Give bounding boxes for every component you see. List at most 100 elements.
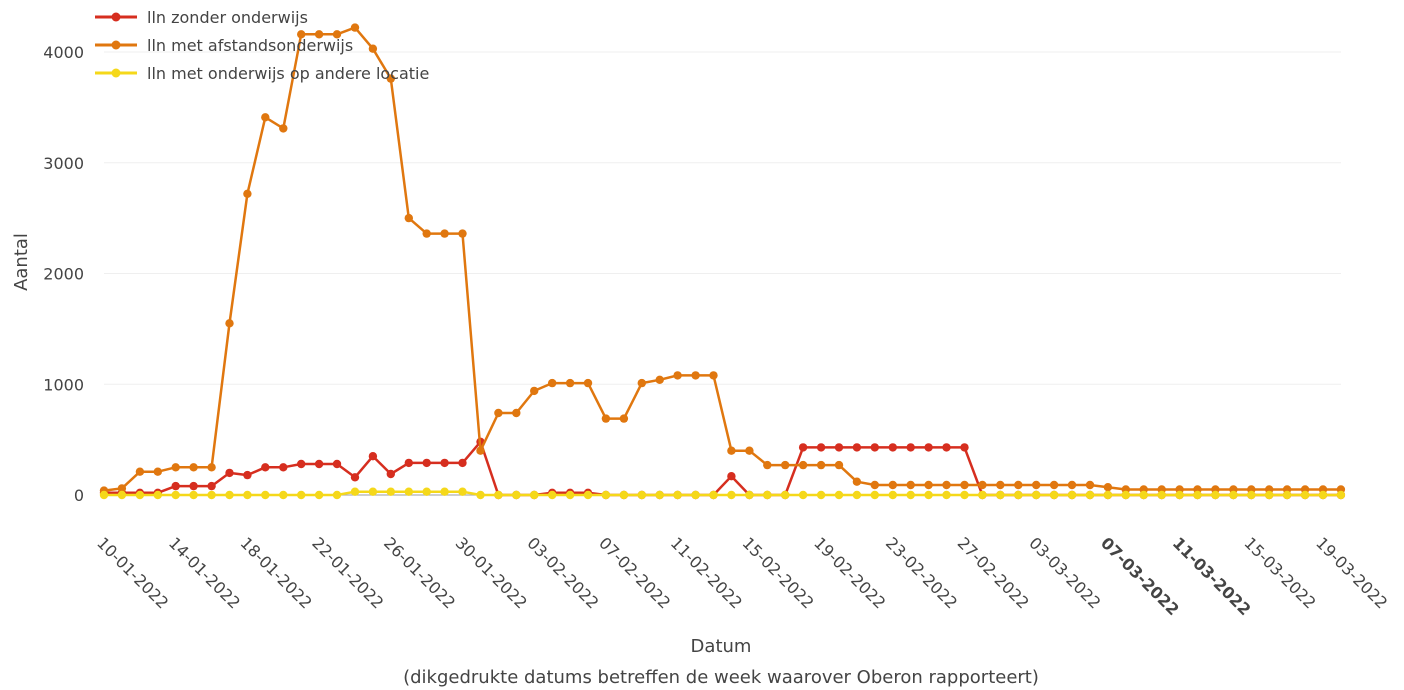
data-point[interactable] xyxy=(1300,490,1310,500)
data-point[interactable] xyxy=(798,443,808,452)
data-point[interactable] xyxy=(314,459,324,469)
data-point[interactable] xyxy=(763,460,772,470)
data-point[interactable] xyxy=(798,460,808,470)
data-point[interactable] xyxy=(261,113,270,122)
data-point[interactable] xyxy=(153,490,162,500)
data-point[interactable] xyxy=(583,378,593,388)
data-point[interactable] xyxy=(1085,480,1095,490)
data-point[interactable] xyxy=(476,446,485,455)
data-point[interactable] xyxy=(350,487,360,496)
data-point[interactable] xyxy=(422,487,431,496)
data-point[interactable] xyxy=(834,490,844,500)
legend[interactable]: lln zonder onderwijs lln met afstandsonde… xyxy=(95,8,429,83)
data-point[interactable] xyxy=(1211,490,1220,500)
data-point[interactable] xyxy=(189,463,198,472)
data-point[interactable] xyxy=(404,213,413,223)
data-point[interactable] xyxy=(243,189,252,198)
data-point[interactable] xyxy=(440,458,449,468)
data-point[interactable] xyxy=(1175,490,1184,500)
data-point[interactable] xyxy=(870,490,879,500)
data-point[interactable] xyxy=(996,490,1005,500)
data-point[interactable] xyxy=(422,229,431,238)
data-point[interactable] xyxy=(1157,490,1166,500)
data-point[interactable] xyxy=(1121,490,1131,500)
data-point[interactable] xyxy=(942,490,951,500)
data-point[interactable] xyxy=(834,460,844,470)
data-point[interactable] xyxy=(924,490,933,500)
data-point[interactable] xyxy=(1049,490,1059,500)
data-point[interactable] xyxy=(960,480,969,490)
data-point[interactable] xyxy=(225,319,234,328)
data-point[interactable] xyxy=(476,490,485,500)
data-point[interactable] xyxy=(404,487,413,496)
data-point[interactable] xyxy=(117,490,127,500)
data-point[interactable] xyxy=(1014,480,1023,490)
data-point[interactable] xyxy=(781,460,790,470)
data-point[interactable] xyxy=(279,463,288,472)
data-point[interactable] xyxy=(530,490,539,500)
data-point[interactable] xyxy=(996,480,1005,490)
data-point[interactable] xyxy=(978,490,987,500)
data-point[interactable] xyxy=(99,490,109,500)
data-point[interactable] xyxy=(727,490,736,500)
data-point[interactable] xyxy=(422,458,431,468)
data-point[interactable] xyxy=(888,443,897,452)
data-point[interactable] xyxy=(601,414,611,423)
data-point[interactable] xyxy=(942,443,951,452)
data-point[interactable] xyxy=(727,446,736,455)
data-point[interactable] xyxy=(691,490,700,500)
data-point[interactable] xyxy=(1336,490,1346,500)
data-point[interactable] xyxy=(261,490,270,500)
data-point[interactable] xyxy=(1032,490,1041,500)
data-point[interactable] xyxy=(207,463,216,472)
data-point[interactable] xyxy=(816,443,826,452)
data-point[interactable] xyxy=(207,490,216,500)
data-point[interactable] xyxy=(565,490,575,500)
data-point[interactable] xyxy=(458,458,467,468)
data-point[interactable] xyxy=(1282,490,1292,500)
data-point[interactable] xyxy=(171,481,180,491)
data-point[interactable] xyxy=(1265,490,1274,500)
data-point[interactable] xyxy=(1049,480,1059,490)
data-point[interactable] xyxy=(386,469,395,479)
data-point[interactable] xyxy=(548,490,557,500)
data-point[interactable] xyxy=(458,229,467,238)
data-point[interactable] xyxy=(619,490,629,500)
data-point[interactable] xyxy=(1032,480,1041,490)
data-point[interactable] xyxy=(314,490,324,500)
legend-item[interactable]: lln zonder onderwijs xyxy=(95,8,308,27)
data-point[interactable] xyxy=(189,481,198,491)
data-point[interactable] xyxy=(637,490,646,500)
data-point[interactable] xyxy=(368,452,378,461)
data-point[interactable] xyxy=(1247,490,1256,500)
data-point[interactable] xyxy=(619,414,629,423)
data-point[interactable] xyxy=(332,30,342,39)
data-point[interactable] xyxy=(1085,490,1095,500)
legend-item[interactable]: lln met onderwijs op andere locatie xyxy=(95,64,429,83)
data-point[interactable] xyxy=(1067,480,1077,490)
data-point[interactable] xyxy=(781,490,790,500)
data-point[interactable] xyxy=(1067,490,1077,500)
data-point[interactable] xyxy=(816,460,826,470)
data-point[interactable] xyxy=(655,375,664,384)
data-point[interactable] xyxy=(852,490,862,500)
data-point[interactable] xyxy=(1103,490,1113,500)
data-point[interactable] xyxy=(1103,483,1113,492)
data-point[interactable] xyxy=(279,124,288,133)
data-point[interactable] xyxy=(279,490,288,500)
data-point[interactable] xyxy=(924,480,933,490)
data-point[interactable] xyxy=(494,408,503,418)
data-point[interactable] xyxy=(243,470,252,480)
data-point[interactable] xyxy=(1014,490,1023,500)
data-point[interactable] xyxy=(798,490,808,500)
data-point[interactable] xyxy=(458,487,467,496)
data-point[interactable] xyxy=(673,490,682,500)
data-point[interactable] xyxy=(171,490,180,500)
data-point[interactable] xyxy=(834,443,844,452)
data-point[interactable] xyxy=(350,473,360,482)
data-point[interactable] xyxy=(745,490,754,500)
data-point[interactable] xyxy=(763,490,772,500)
data-point[interactable] xyxy=(548,378,557,388)
data-point[interactable] xyxy=(261,463,270,472)
data-point[interactable] xyxy=(852,477,862,486)
